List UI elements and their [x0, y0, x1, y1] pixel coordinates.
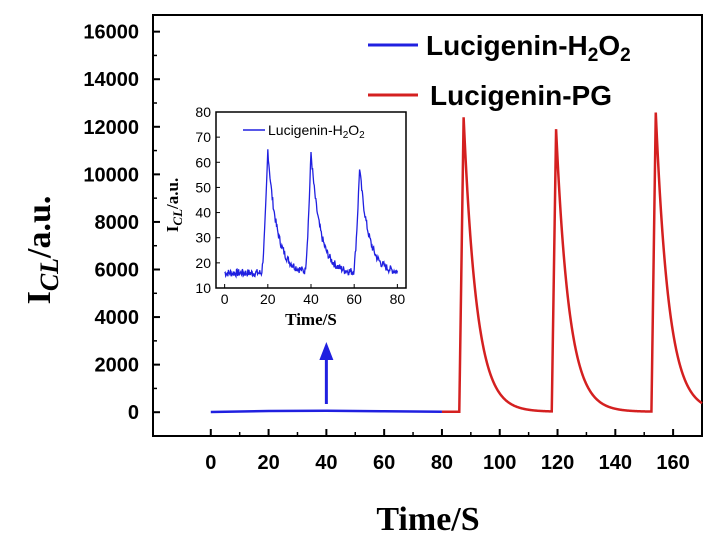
inset-x-tick-label: 60: [346, 291, 362, 307]
main-y-tick-label: 14000: [83, 69, 139, 91]
main-series-group: [210, 112, 703, 414]
main-y-tick-label: 10000: [83, 164, 139, 186]
main-x-tick-label: 160: [656, 452, 689, 474]
inset-x-tick-label: 80: [390, 291, 406, 307]
main-y-tick-label: 0: [128, 402, 139, 424]
inset-chart: 0 20 40 60 80 10 20 30 40 50 60 70 80 ICL/a.u. Time/…: [163, 104, 407, 329]
main-y-tick-label: 16000: [83, 22, 139, 44]
inset-x-tick-label: 20: [260, 291, 276, 307]
main-x-tick-label: 60: [373, 452, 395, 474]
inset-x-axis-label: Time/S: [285, 310, 337, 329]
annotation-arrow: [319, 342, 334, 404]
main-y-axis-label: ICL/a.u.: [21, 196, 64, 305]
main-x-tick-label: 40: [315, 452, 337, 474]
inset-y-tick-label: 50: [195, 179, 211, 195]
inset-y-axis-label: ICL/a.u.: [163, 178, 185, 232]
main-plot-frame: [152, 14, 703, 437]
inset-y-tick-label: 10: [195, 280, 211, 296]
inset-x-tick-label: 40: [303, 291, 319, 307]
main-x-tick-label: 120: [541, 452, 574, 474]
inset-y-tick-label: 20: [195, 255, 211, 271]
inset-y-tick-label: 80: [195, 104, 211, 120]
main-y-tick-label: 8000: [95, 212, 140, 234]
main-x-axis-label: Time/S: [376, 501, 479, 538]
main-legend: Lucigenin-H2O2 Lucigenin-PG: [368, 30, 631, 111]
inset-y-tick-label: 40: [195, 205, 211, 221]
series-line-lucigenin-h2o2: [210, 409, 442, 414]
inset-series-line-lucigenin-h2o2: [224, 149, 398, 279]
inset-x-tick-label: 0: [221, 291, 229, 307]
inset-series-group: [224, 149, 398, 279]
main-y-tick-label: 4000: [95, 307, 140, 329]
main-x-tick-label: 80: [431, 452, 453, 474]
inset-axis-ticks: 0 20 40 60 80 10 20 30 40 50 60 70 80: [195, 104, 405, 307]
inset-y-tick-label: 70: [195, 129, 211, 145]
main-x-tick-label: 100: [483, 452, 516, 474]
main-y-tick-label: 6000: [95, 260, 140, 282]
inset-legend-label: Lucigenin-H2O2: [268, 122, 365, 141]
series-line-lucigenin-pg: [441, 112, 703, 413]
main-x-tick-label: 20: [257, 452, 279, 474]
inset-plot-frame: [215, 111, 407, 289]
inset-y-tick-label: 60: [195, 154, 211, 170]
main-axis-ticks: 0 20 40 60 80 100 120 140 1600200040006000800010…: [83, 22, 689, 474]
legend-label-h2o2: Lucigenin-H2O2: [426, 30, 631, 66]
main-y-tick-label: 12000: [83, 117, 139, 139]
main-x-tick-label: 140: [599, 452, 632, 474]
main-x-tick-label: 0: [205, 452, 216, 474]
legend-label-pg: Lucigenin-PG: [430, 80, 612, 111]
inset-y-tick-label: 30: [195, 230, 211, 246]
main-y-tick-label: 2000: [95, 355, 140, 377]
